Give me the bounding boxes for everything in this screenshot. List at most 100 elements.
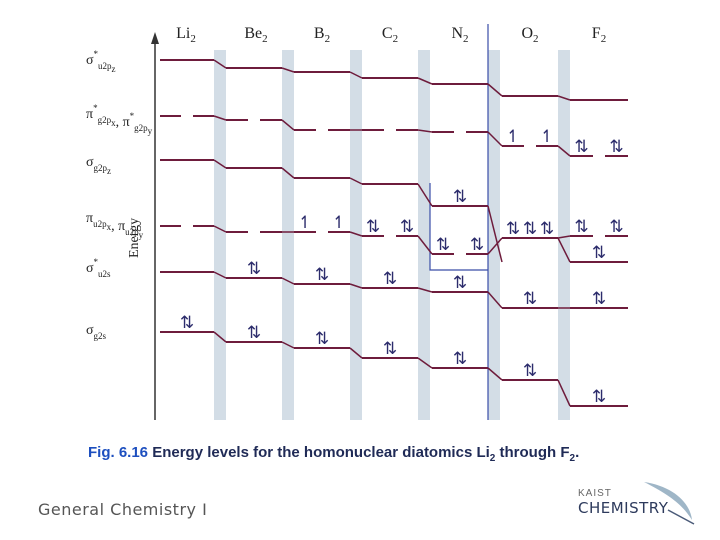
electron-pair-arrows: ⇅: [247, 259, 261, 279]
electron-pair-arrows: ⇅: [592, 243, 606, 263]
electron-pair-arrows: ⇅: [540, 219, 554, 239]
molecule-labels: Li2 Be2 B2 C2 N2 O2 F2: [176, 25, 606, 45]
electron-pair-arrows: ⇅: [609, 217, 623, 237]
electron-pair-arrows: ⇅: [523, 361, 537, 381]
level-connector: [281, 119, 295, 131]
level-connector: [417, 77, 433, 85]
electron-pair-arrows: ⇅: [180, 313, 194, 333]
level-connector: [557, 237, 571, 263]
level-crossing: [487, 237, 503, 255]
electron-pair-arrows: ⇅: [523, 219, 537, 239]
level-connector: [349, 177, 363, 185]
orbital-label-sigma-g2pz: σg2pz: [86, 155, 111, 176]
electron-pair-arrows: ⇅: [383, 269, 397, 289]
electron-pair-arrows: ⇅: [453, 187, 467, 207]
molecule-label: C2: [382, 25, 398, 45]
energy-levels: [160, 59, 628, 407]
column-band: [282, 50, 294, 420]
orbital-label-pi-g2p-star: π*g2px, π*g2py: [86, 103, 153, 136]
kaist-chemistry-logo: KAIST CHEMISTRY: [578, 482, 695, 525]
level-connector: [349, 347, 363, 359]
orbital-labels: σ*u2pz π*g2px, π*g2py σg2pz πu2px, πu2py σ*u…: [86, 49, 153, 341]
level-connector: [487, 291, 503, 309]
level-connector: [281, 277, 295, 285]
level-connector: [487, 367, 503, 381]
electron-single-arrow: ↿: [332, 213, 346, 233]
level-connector: [417, 183, 433, 207]
level-connector: [417, 287, 433, 293]
level-connector: [213, 225, 227, 233]
level-connector: [281, 167, 295, 179]
logo-kaist: KAIST: [578, 488, 612, 499]
electron-pair-arrows: ⇅: [574, 137, 588, 157]
electron-pair-arrows: ⇅: [453, 349, 467, 369]
electron-pair-arrows: ⇅: [453, 273, 467, 293]
electron-pair-arrows: ⇅: [383, 339, 397, 359]
electron-pair-arrows: ⇅: [400, 217, 414, 237]
electron-pair-arrows: ⇅: [592, 387, 606, 407]
column-band: [558, 50, 570, 420]
column-band: [350, 50, 362, 420]
electron-pair-arrows: ⇅: [470, 235, 484, 255]
level-connector: [213, 331, 227, 343]
n2-region-box: [429, 183, 488, 271]
caption-text-1: Energy levels for the homonuclear diatom…: [148, 444, 490, 461]
electron-single-arrow: ↿: [298, 213, 312, 233]
molecule-label: Li2: [176, 25, 196, 45]
level-crossing: [487, 205, 503, 263]
level-connector: [487, 131, 503, 147]
column-band: [488, 50, 500, 420]
electron-pair-arrows: ⇅: [315, 329, 329, 349]
caption-sub-2: 2: [569, 453, 576, 464]
level-connector: [213, 271, 227, 279]
level-connector: [349, 231, 363, 237]
level-connector: [213, 115, 227, 121]
level-connector: [213, 59, 227, 69]
electron-pair-arrows: ⇅: [506, 219, 520, 239]
level-connector: [487, 83, 503, 97]
level-connector: [349, 283, 363, 289]
column-band: [214, 50, 226, 420]
electron-pair-arrows: ⇅: [315, 265, 329, 285]
logo-chemistry: CHEMISTRY: [578, 499, 669, 517]
electron-pair-arrows: ⇅: [592, 289, 606, 309]
energy-axis: Energy: [127, 32, 159, 420]
electron-pair-arrows: ⇅: [247, 323, 261, 343]
orbital-label-pi-u2p: πu2px, πu2py: [86, 211, 144, 240]
level-connector: [281, 67, 295, 73]
level-connector: [281, 341, 295, 349]
caption-text-2: through F: [495, 444, 570, 461]
course-title: General Chemistry I: [38, 500, 208, 519]
molecule-label: N2: [451, 25, 468, 45]
figure-caption: Fig. 6.16 Energy levels for the homonucl…: [88, 444, 579, 464]
caption-sub-1: 2: [489, 453, 496, 464]
level-connector: [557, 145, 571, 157]
level-connector: [213, 159, 227, 169]
electron-single-arrow: ↿: [540, 127, 554, 147]
molecule-label: Be2: [244, 25, 267, 45]
caption-text-3: .: [575, 444, 580, 461]
column-bands: [214, 24, 570, 420]
level-connector: [557, 379, 571, 407]
energy-axis-arrowhead: [151, 32, 159, 44]
logo-swoosh: [644, 482, 692, 520]
electron-pair-arrows: ⇅: [609, 137, 623, 157]
level-connector: [417, 129, 433, 133]
electron-single-arrow: ↿: [506, 127, 520, 147]
molecule-label: B2: [314, 25, 330, 45]
energy-axis-label: Energy: [127, 218, 142, 258]
figure-number: Fig. 6.16: [88, 444, 149, 461]
level-connector: [349, 71, 363, 79]
logo-swoosh-line: [667, 509, 695, 525]
mo-energy-diagram: Li2 Be2 B2 C2 N2 O2 F2 σ*u2pz π*g2px, π*g2py σg2…: [86, 24, 628, 420]
molecule-label: O2: [521, 25, 538, 45]
electron-pair-arrows: ⇅: [366, 217, 380, 237]
level-connector: [557, 235, 571, 239]
electron-pair-arrows: ⇅: [574, 217, 588, 237]
orbital-label-sigma-u2s-star: σ*u2s: [86, 257, 111, 279]
electron-pair-arrows: ⇅: [523, 289, 537, 309]
electron-pair-arrows: ⇅: [436, 235, 450, 255]
molecule-label: F2: [592, 25, 606, 45]
level-connector: [557, 95, 571, 101]
electron-arrows: ⇅ ⇅⇅⇅⇅↿ ↿⇅⇅⇅ ⇅⇅⇅⇅ ⇅⇅⇅⇅⇅⇅ ⇅↿ ↿⇅⇅⇅⇅ ⇅⇅ ⇅: [180, 127, 624, 407]
